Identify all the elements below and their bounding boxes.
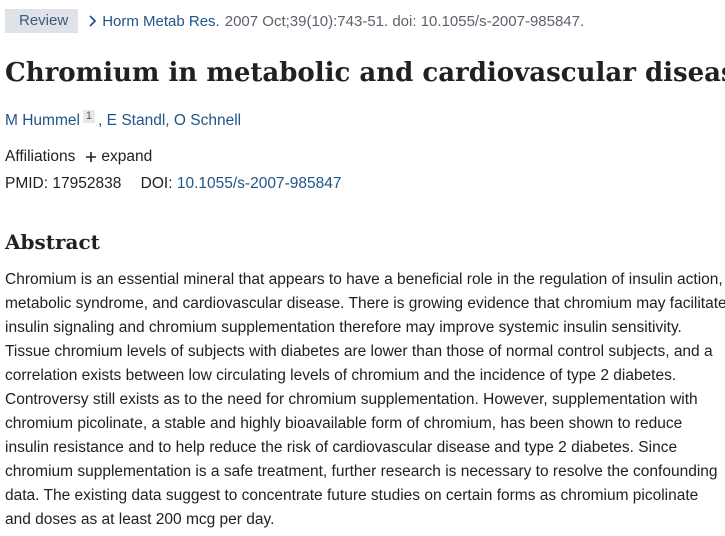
chevron-right-icon [88,15,97,27]
affiliations-row: Affiliations expand [5,145,152,169]
citation-details: 2007 Oct;39(10):743-51. doi: 10.1055/s-2… [224,12,585,30]
abstract-text: Chromium is an essential mineral that ap… [5,271,725,528]
author-list: M Hummel 1, E Standl, O Schnell [5,109,241,133]
expand-label[interactable]: expand [101,148,153,165]
affiliations-label: Affiliations [5,148,76,165]
doi-label: DOI: [140,175,173,192]
pmid-value: 17952838 [52,175,122,192]
abstract-heading: Abstract [5,230,100,254]
affiliation-marker[interactable]: 1 [82,110,96,123]
author-separator: , [165,112,170,129]
plus-icon [86,152,97,162]
citation-line: Review Horm Metab Res. 2007 Oct;39(10):7… [5,9,584,33]
publication-type-badge: Review [5,9,79,33]
author-link[interactable]: M Hummel [5,112,80,129]
author-link[interactable]: O Schnell [173,112,242,129]
pmid-label: PMID: [5,175,49,192]
journal-link[interactable]: Horm Metab Res. [102,12,220,30]
author-separator: , [98,112,103,129]
affiliations-expand-button[interactable]: expand [85,145,152,169]
doi-link[interactable]: 10.1055/s-2007-985847 [176,175,342,192]
article-title: Chromium in metabolic and cardiovascular… [5,58,725,88]
author-link[interactable]: E Standl [106,112,166,129]
identifiers-row: PMID: 17952838 DOI: 10.1055/s-2007-98584… [5,172,341,196]
